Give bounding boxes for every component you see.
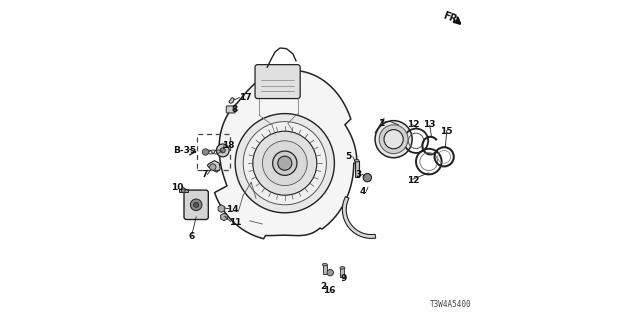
Ellipse shape	[323, 263, 328, 266]
Text: 11: 11	[229, 218, 241, 227]
Circle shape	[210, 164, 216, 170]
Circle shape	[243, 122, 326, 205]
Text: 18: 18	[223, 141, 235, 150]
Circle shape	[375, 121, 412, 158]
Circle shape	[384, 130, 403, 149]
Text: 8: 8	[232, 105, 238, 114]
Text: 13: 13	[424, 120, 436, 129]
Bar	[197, 134, 230, 170]
Text: 2: 2	[320, 282, 326, 291]
Polygon shape	[342, 196, 376, 238]
Text: B-35: B-35	[173, 146, 196, 155]
Text: 15: 15	[440, 127, 453, 136]
Text: 9: 9	[341, 274, 347, 283]
Text: 17: 17	[239, 93, 252, 102]
Text: T3W4A5400: T3W4A5400	[430, 300, 472, 309]
Text: 12: 12	[406, 120, 419, 129]
Text: 16: 16	[323, 286, 336, 295]
Text: 1: 1	[378, 119, 384, 128]
Circle shape	[191, 199, 202, 211]
Circle shape	[216, 144, 229, 157]
Bar	[355, 161, 359, 177]
Text: 12: 12	[406, 176, 419, 185]
Ellipse shape	[355, 159, 359, 162]
Text: 6: 6	[189, 232, 195, 241]
Text: 5: 5	[346, 152, 352, 161]
Circle shape	[220, 148, 225, 153]
Polygon shape	[229, 98, 234, 103]
Ellipse shape	[340, 267, 345, 269]
Circle shape	[364, 173, 372, 182]
Circle shape	[236, 114, 335, 213]
Text: FR.: FR.	[441, 10, 461, 26]
Text: 3: 3	[355, 170, 362, 179]
Polygon shape	[207, 161, 220, 172]
Circle shape	[202, 149, 209, 155]
Circle shape	[380, 125, 408, 154]
FancyBboxPatch shape	[227, 106, 236, 113]
Text: 10: 10	[171, 183, 183, 192]
Polygon shape	[214, 70, 357, 239]
FancyBboxPatch shape	[255, 65, 300, 99]
Text: 14: 14	[226, 205, 238, 214]
Circle shape	[253, 131, 317, 195]
Bar	[340, 268, 344, 277]
Circle shape	[262, 141, 307, 186]
FancyBboxPatch shape	[184, 190, 209, 220]
Circle shape	[273, 151, 297, 175]
Text: 7: 7	[201, 170, 207, 179]
Circle shape	[193, 202, 198, 207]
Bar	[179, 189, 188, 192]
Circle shape	[327, 269, 333, 276]
Text: 4: 4	[360, 188, 366, 196]
Bar	[323, 265, 327, 274]
Ellipse shape	[182, 189, 186, 193]
Circle shape	[278, 156, 292, 170]
